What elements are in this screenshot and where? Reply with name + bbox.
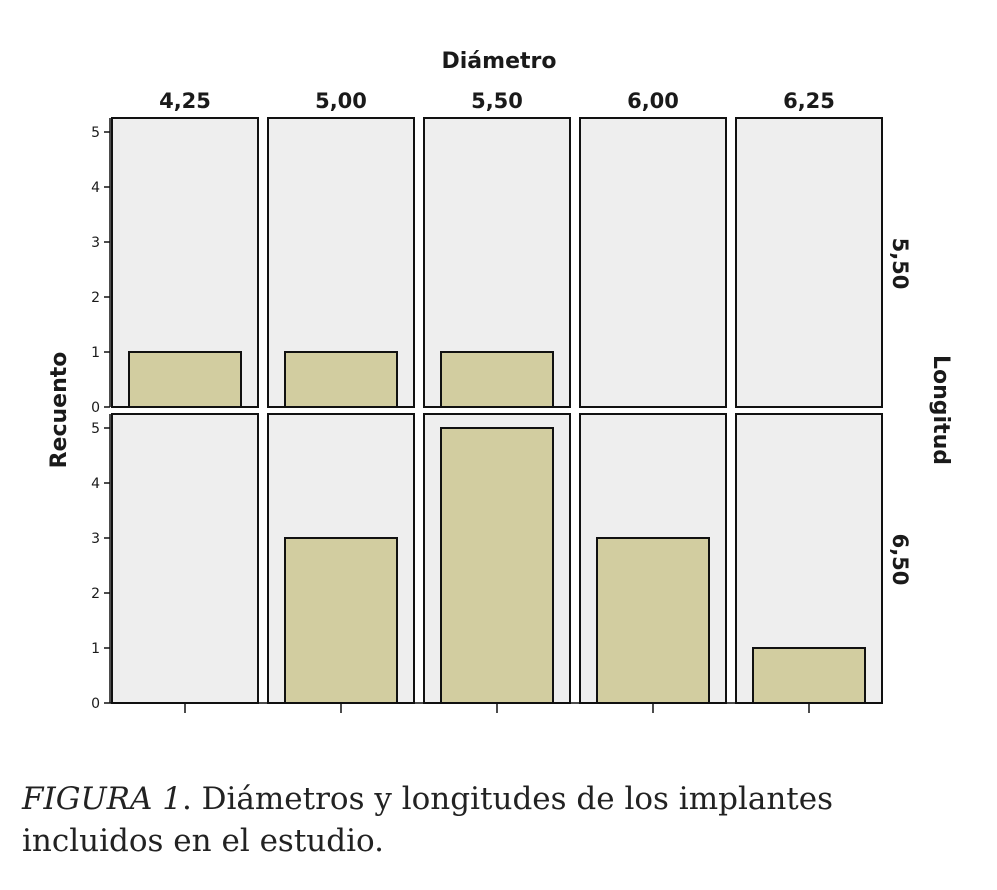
y-tick-label: 3 bbox=[91, 235, 100, 251]
y-tick-label: 0 bbox=[91, 696, 100, 712]
column-label: 6,00 bbox=[627, 89, 679, 113]
column-label: 4,25 bbox=[159, 89, 211, 113]
y-tick-label: 2 bbox=[91, 290, 100, 306]
y-tick-label: 1 bbox=[91, 641, 100, 657]
y-tick-label: 2 bbox=[91, 586, 100, 602]
column-facet-title: Diámetro bbox=[442, 49, 557, 74]
y-tick-label: 4 bbox=[91, 476, 100, 492]
column-label: 5,00 bbox=[315, 89, 367, 113]
y-tick-label: 1 bbox=[91, 345, 100, 361]
bar bbox=[284, 351, 398, 408]
facet-panel bbox=[111, 413, 259, 704]
bar bbox=[128, 351, 242, 408]
bar bbox=[596, 537, 710, 704]
bar bbox=[440, 351, 554, 408]
facet-panel bbox=[735, 117, 883, 408]
faceted-bar-chart: Diámetro Recuento Longitud 4,25 5,00 5,50 6… bbox=[47, 49, 953, 713]
y-tick-label: 3 bbox=[91, 531, 100, 547]
y-axis-title: Recuento bbox=[47, 352, 72, 469]
caption-text: . Diámetros y longitudes de los implante… bbox=[22, 781, 834, 859]
y-tick-label: 5 bbox=[91, 125, 100, 141]
bar bbox=[284, 537, 398, 704]
y-tick-label: 4 bbox=[91, 180, 100, 196]
row-label: 5,50 bbox=[888, 238, 912, 290]
caption-label: FIGURA 1 bbox=[22, 781, 182, 817]
bar bbox=[440, 427, 554, 704]
y-tick-label: 5 bbox=[91, 421, 100, 437]
column-label: 5,50 bbox=[471, 89, 523, 113]
facet-panel bbox=[579, 117, 727, 408]
row-facet-title: Longitud bbox=[928, 355, 953, 465]
bar bbox=[752, 647, 866, 704]
y-tick-label: 0 bbox=[91, 400, 100, 416]
row-label: 6,50 bbox=[888, 534, 912, 586]
figure-caption: FIGURA 1. Diámetros y longitudes de los … bbox=[22, 778, 982, 862]
column-label: 6,25 bbox=[783, 89, 835, 113]
